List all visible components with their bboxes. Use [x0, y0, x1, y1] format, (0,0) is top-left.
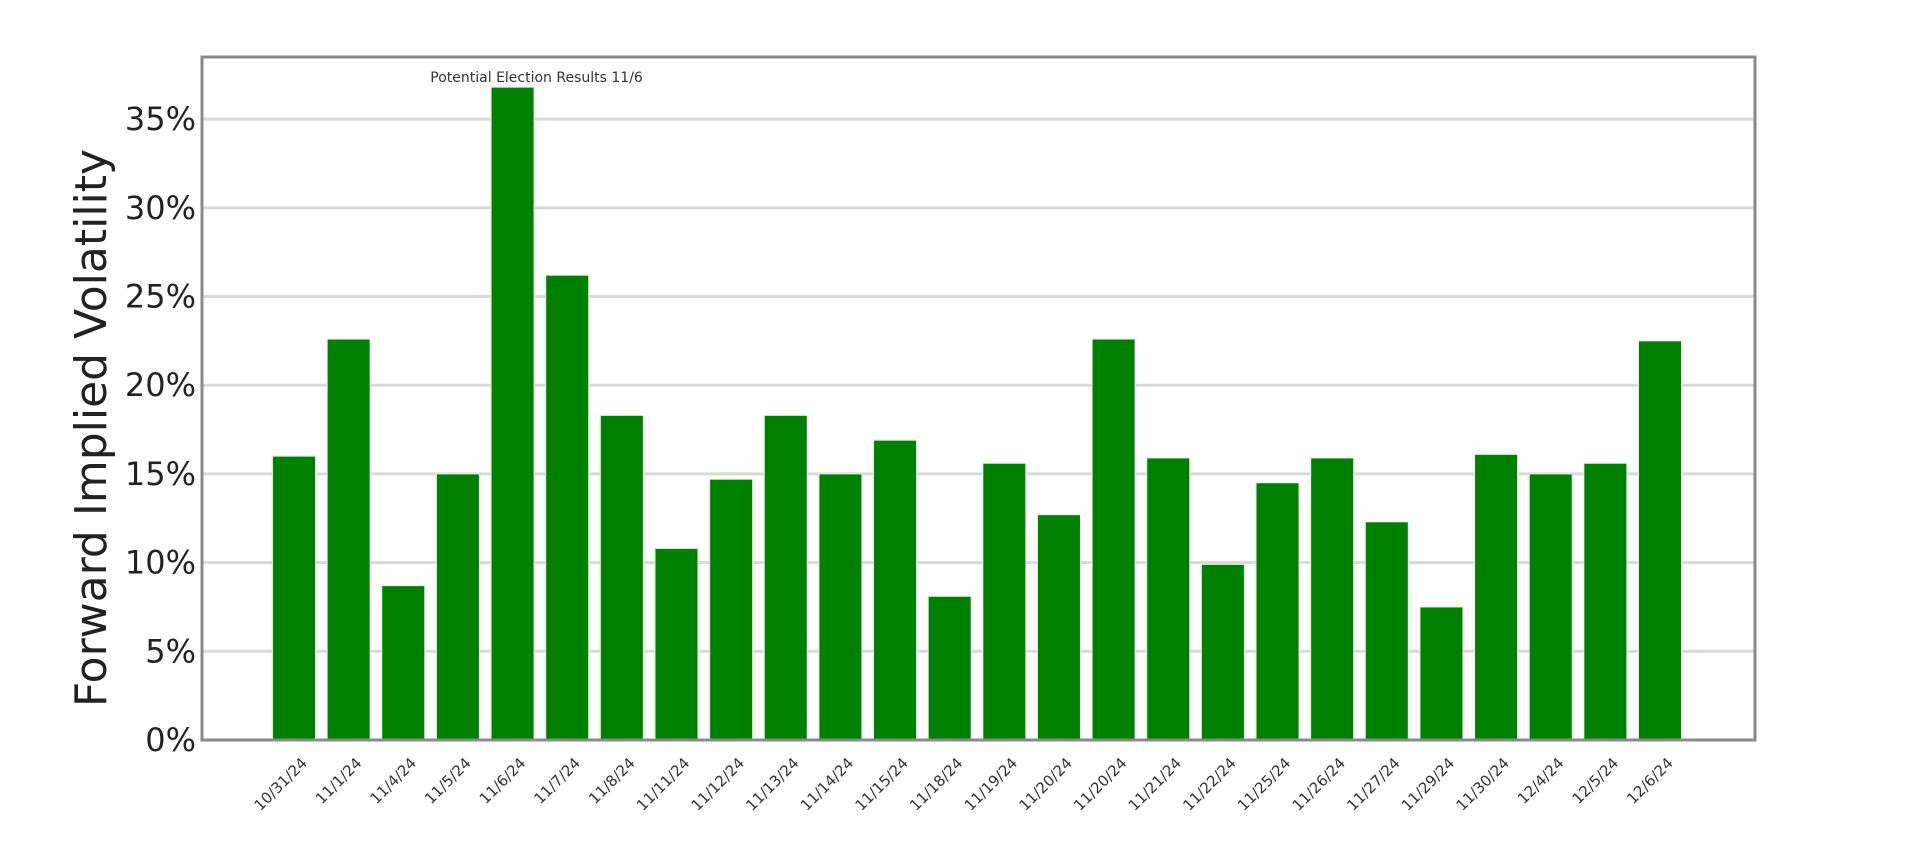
y-tick-label: 30%	[125, 189, 196, 227]
bar	[1638, 340, 1682, 741]
x-axis-ticks: 10/31/24 11/1/24 11/4/24 11/5/24 11/6/24 11/7…	[250, 754, 1676, 814]
bar	[982, 462, 1027, 741]
x-tick-label: 11/21/24	[1125, 754, 1185, 814]
y-tick-label: 0%	[145, 721, 196, 759]
plot-area-frame	[200, 55, 1757, 742]
x-tick-label: 11/22/24	[1179, 754, 1239, 814]
bar	[1255, 482, 1300, 741]
x-tick-label: 11/11/24	[633, 754, 693, 814]
y-tick-label: 10%	[125, 544, 196, 582]
x-tick-label: 11/15/24	[851, 754, 911, 814]
bar	[927, 595, 972, 741]
bar	[763, 414, 808, 741]
bar	[1036, 514, 1081, 741]
bar	[1200, 563, 1245, 741]
bar	[435, 473, 480, 741]
bar	[272, 455, 316, 741]
annotation-label: Potential Election Results 11/6	[430, 70, 643, 86]
x-tick-label: 11/7/24	[530, 754, 584, 808]
x-tick-label: 11/25/24	[1234, 754, 1294, 814]
bar	[1528, 473, 1573, 741]
x-tick-label: 11/29/24	[1398, 754, 1458, 814]
x-tick-label: 11/6/24	[476, 754, 530, 808]
x-tick-label: 11/8/24	[585, 754, 639, 808]
bar	[326, 338, 371, 741]
y-tick-label: 15%	[125, 455, 196, 493]
x-tick-label: 11/13/24	[742, 754, 802, 814]
y-tick-label: 5%	[145, 632, 196, 670]
annotations: Potential Election Results 11/6	[430, 70, 643, 86]
x-tick-label: 11/20/24	[1015, 754, 1075, 814]
x-tick-label: 11/27/24	[1343, 754, 1403, 814]
bar	[381, 585, 426, 741]
bar	[1146, 457, 1191, 741]
x-tick-label: 11/20/24	[1070, 754, 1130, 814]
bar	[1419, 606, 1464, 741]
y-axis-ticks: 0% 5% 10% 15% 20% 25% 30% 35%	[125, 100, 196, 759]
x-tick-label: 11/12/24	[688, 754, 748, 814]
y-axis-title: Forward Implied Volatility	[66, 149, 117, 707]
bar	[1364, 521, 1409, 741]
bar	[709, 478, 754, 741]
x-tick-label: 12/4/24	[1514, 754, 1568, 808]
gridlines	[202, 117, 1755, 653]
bar	[873, 439, 918, 741]
bar	[599, 414, 644, 741]
x-tick-label: 11/5/24	[421, 754, 475, 808]
x-tick-label: 11/30/24	[1453, 754, 1513, 814]
x-tick-label: 12/5/24	[1569, 754, 1623, 808]
bar	[654, 547, 699, 741]
bar	[490, 86, 535, 741]
x-tick-label: 11/26/24	[1289, 754, 1349, 814]
x-tick-label: 11/19/24	[961, 754, 1021, 814]
x-tick-label: 11/4/24	[366, 754, 420, 808]
x-tick-label: 10/31/24	[250, 754, 310, 814]
bars	[272, 86, 1682, 741]
x-tick-label: 12/6/24	[1623, 754, 1677, 808]
bar	[545, 274, 590, 741]
bar	[818, 473, 863, 741]
y-tick-label: 35%	[125, 100, 196, 138]
bar	[1310, 457, 1355, 741]
x-tick-label: 11/1/24	[312, 754, 366, 808]
x-tick-label: 11/14/24	[797, 754, 857, 814]
bar	[1091, 338, 1136, 741]
y-tick-label: 20%	[125, 366, 196, 404]
bar	[1474, 453, 1519, 741]
y-tick-label: 25%	[125, 277, 196, 315]
x-tick-label: 11/18/24	[906, 754, 966, 814]
bar	[1583, 462, 1628, 741]
